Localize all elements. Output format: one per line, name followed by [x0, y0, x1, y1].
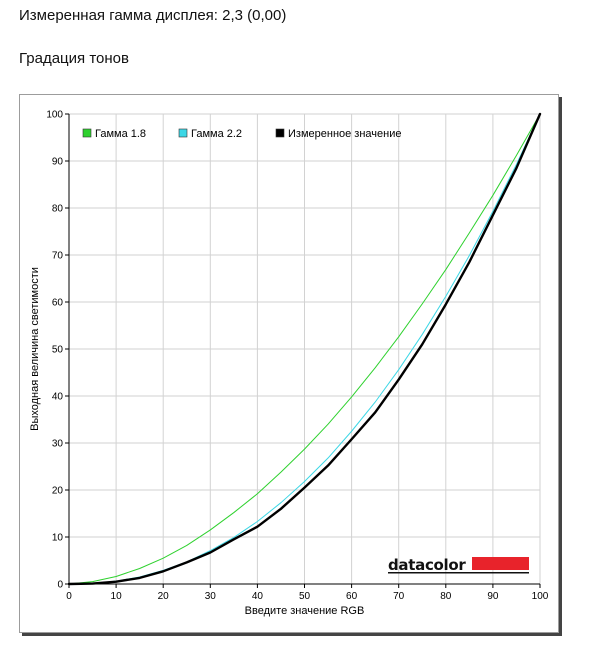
- legend-label: Гамма 1.8: [95, 128, 146, 140]
- y-tick-label: 40: [52, 392, 64, 403]
- axes-layer: 0 10 20 30 40 50 60 70 80 90 100 0 10 20 30 40 50 60 70 80 9…: [29, 110, 549, 618]
- x-tick-label: 50: [299, 591, 311, 602]
- x-tick-label: 40: [252, 591, 264, 602]
- datacolor-logo: datacolor: [388, 556, 529, 574]
- datacolor-logo-underline: [388, 572, 529, 574]
- y-tick-label: 60: [52, 298, 64, 309]
- legend-label: Измеренное значение: [288, 128, 402, 140]
- y-tick-label: 30: [52, 439, 64, 450]
- x-tick-label: 90: [487, 591, 499, 602]
- y-tick-label: 100: [46, 110, 63, 121]
- measured-gamma-heading: Измеренная гамма дисплея: 2,3 (0,00): [19, 7, 287, 24]
- x-tick-label: 10: [111, 591, 123, 602]
- legend-measured-value: Измеренное значение: [275, 128, 402, 140]
- legend: Гамма 1.8 Гамма 2.2 Измеренное значение: [82, 128, 402, 140]
- y-tick-label: 80: [52, 204, 64, 215]
- x-tick-label: 20: [158, 591, 170, 602]
- x-axis-title: Введите значение RGB: [245, 605, 365, 617]
- y-tick-label: 70: [52, 251, 64, 262]
- tone-response-chart: 0 10 20 30 40 50 60 70 80 90 100 0 10 20 30 40 50 60 70 80 9…: [29, 110, 549, 618]
- x-tick-label: 70: [393, 591, 405, 602]
- measured-value-line: [67, 112, 542, 586]
- y-tick-label: 20: [52, 486, 64, 497]
- grid-layer: [68, 113, 541, 585]
- legend-gamma-1-8: Гамма 1.8: [82, 128, 146, 140]
- datacolor-logo-bar: [472, 557, 529, 570]
- series-layer: [67, 112, 542, 586]
- gamma-1-8-line: [68, 113, 541, 585]
- x-tick-label: 0: [66, 591, 72, 602]
- legend-gamma-2-2: Гамма 2.2: [178, 128, 242, 140]
- x-tick-label: 60: [346, 591, 358, 602]
- y-tick-label: 0: [57, 580, 63, 591]
- x-tick-label: 30: [205, 591, 217, 602]
- section-title: Градация тонов: [19, 50, 129, 67]
- datacolor-logo-text: datacolor: [388, 556, 466, 574]
- legend-swatch: [82, 128, 92, 138]
- chart-panel: 0 10 20 30 40 50 60 70 80 90 100 0 10 20 30 40 50 60 70 80 9…: [19, 94, 559, 633]
- y-tick-label: 50: [52, 345, 64, 356]
- legend-label: Гамма 2.2: [191, 128, 242, 140]
- x-tick-label: 100: [532, 591, 549, 602]
- y-tick-label: 10: [52, 533, 64, 544]
- x-tick-label: 80: [440, 591, 452, 602]
- legend-swatch: [275, 128, 285, 138]
- y-tick-label: 90: [52, 157, 64, 168]
- legend-swatch: [178, 128, 188, 138]
- y-axis-title: Выходная величина светимости: [29, 267, 41, 431]
